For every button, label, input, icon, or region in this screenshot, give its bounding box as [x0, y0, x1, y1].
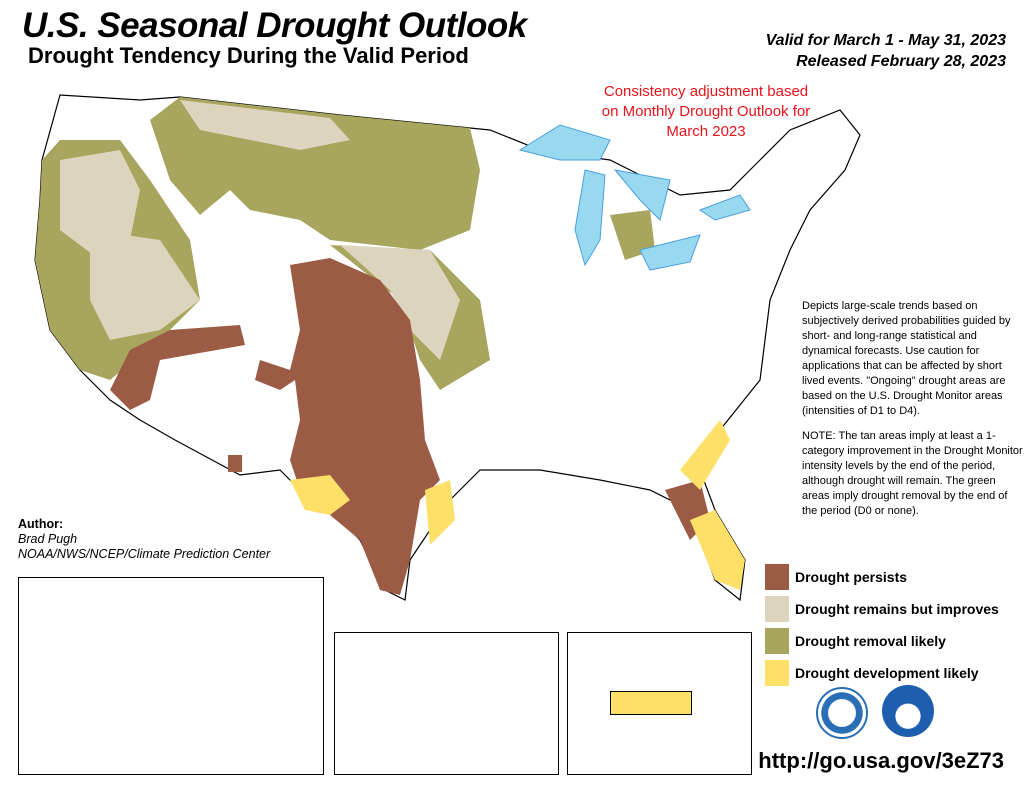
- legend-swatch: [765, 660, 789, 686]
- alaska-inset: [18, 577, 324, 775]
- author-label: Author:: [18, 517, 64, 531]
- legend-item-removal: Drought removal likely: [765, 625, 999, 657]
- legend-label: Drought persists: [795, 569, 908, 585]
- great-lakes: [518, 124, 751, 271]
- legend-swatch: [765, 564, 789, 590]
- valid-dates: Valid for March 1 - May 31, 2023: [765, 32, 1006, 49]
- valid-period: Valid for March 1 - May 31, 2023 Release…: [766, 30, 1006, 72]
- legend-label: Drought removal likely: [795, 633, 946, 649]
- legend-item-improves: Drought remains but improves: [765, 593, 999, 625]
- consistency-note: Consistency adjustment based on Monthly …: [601, 83, 811, 140]
- legend-label: Drought remains but improves: [795, 601, 999, 617]
- doc-seal-icon: [816, 687, 868, 739]
- drought-improves-areas: [60, 100, 460, 360]
- hawaii-inset: [334, 632, 559, 775]
- info-link[interactable]: http://go.usa.gov/3eZ73: [758, 748, 1004, 773]
- legend-label: Drought development likely: [795, 665, 979, 681]
- author-name: Brad Pugh: [18, 532, 78, 546]
- puerto-rico-development: [610, 691, 692, 715]
- puerto-rico-inset: [567, 632, 752, 775]
- legend-item-persists: Drought persists: [765, 561, 999, 593]
- legend: Drought persists Drought remains but imp…: [765, 561, 999, 689]
- description-text: Depicts large-scale trends based on subj…: [802, 300, 1011, 417]
- legend-item-development: Drought development likely: [765, 657, 999, 689]
- page-subtitle: Drought Tendency During the Valid Period: [28, 43, 469, 68]
- page-title: U.S. Seasonal Drought Outlook: [22, 6, 527, 45]
- release-date: Released February 28, 2023: [796, 53, 1006, 70]
- author-org: NOAA/NWS/NCEP/Climate Prediction Center: [18, 547, 271, 561]
- note-text: NOTE: The tan areas imply at least a 1-c…: [802, 430, 1023, 517]
- drought-persists-areas: [110, 258, 710, 595]
- noaa-logo-icon: [882, 685, 934, 737]
- legend-swatch: [765, 596, 789, 622]
- legend-swatch: [765, 628, 789, 654]
- description: Depicts large-scale trends based on subj…: [802, 299, 1024, 529]
- drought-development-areas: [290, 420, 745, 590]
- author-block: Author: Brad Pugh NOAA/NWS/NCEP/Climate …: [18, 517, 270, 562]
